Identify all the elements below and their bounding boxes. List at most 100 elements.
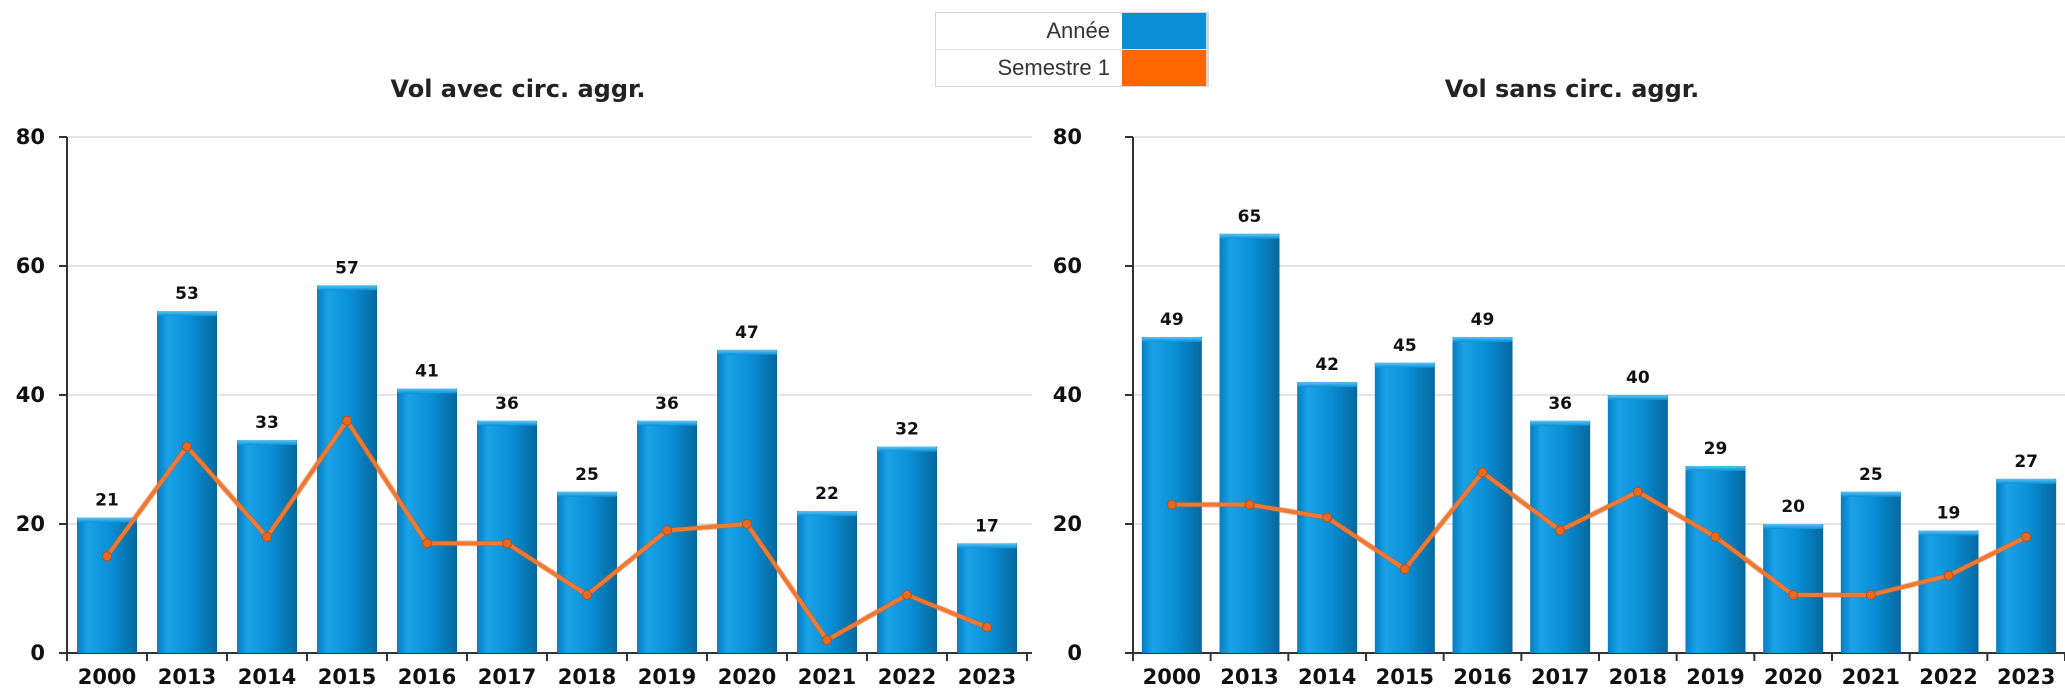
line-point[interactable] [822, 635, 832, 646]
bar-cap [1452, 336, 1513, 342]
y-tick-label: 0 [30, 641, 45, 665]
bar-2015[interactable] [317, 285, 377, 653]
bar-2017[interactable] [1530, 420, 1591, 653]
bar-2020[interactable] [717, 349, 777, 653]
line-series-semestre-1[interactable] [105, 418, 988, 643]
y-tick-label: 60 [16, 254, 45, 278]
line-point[interactable] [1632, 486, 1643, 497]
line-point[interactable] [342, 415, 352, 426]
line-point[interactable] [262, 531, 272, 542]
y-tick-label: 40 [16, 383, 45, 407]
line-point[interactable] [1788, 589, 1799, 600]
bar-2017[interactable] [477, 420, 537, 653]
bar-2018[interactable] [1607, 395, 1668, 653]
bar-cap [957, 543, 1017, 549]
bar-2014[interactable] [237, 440, 297, 653]
y-tick-label: 0 [1067, 641, 1082, 665]
y-tick-label: 20 [1053, 512, 1082, 536]
x-tick-label: 2023 [1997, 665, 2055, 689]
x-tick-label: 2023 [958, 665, 1016, 689]
bar-2023[interactable] [1996, 478, 2057, 653]
bar-cap [557, 491, 617, 497]
line-point[interactable] [502, 538, 512, 549]
bar-2023[interactable] [957, 543, 1017, 653]
bar-2013[interactable] [157, 311, 217, 653]
legend-item-semestre-1[interactable]: Semestre 1 [936, 50, 1208, 86]
bar-cap [717, 349, 777, 355]
line-point[interactable] [742, 519, 752, 529]
x-tick-label: 2013 [1220, 665, 1278, 689]
chart-title: Vol avec circ. aggr. [390, 75, 645, 103]
line-point[interactable] [1555, 525, 1566, 536]
y-tick-label: 80 [16, 125, 45, 149]
bar-2022[interactable] [877, 446, 937, 653]
bar-value-label: 25 [1859, 465, 1883, 485]
bar-cap [1763, 524, 1824, 529]
bar-2000[interactable] [1141, 336, 1202, 653]
line-point[interactable] [1865, 589, 1876, 600]
x-tick-label: 2020 [1764, 665, 1822, 689]
bar-2021[interactable] [1840, 491, 1901, 653]
bar-2018[interactable] [557, 491, 617, 653]
line-point[interactable] [1710, 531, 1721, 542]
bar-cap [1607, 395, 1668, 400]
x-tick-label: 2019 [638, 665, 696, 689]
bar-cap [1374, 362, 1435, 368]
bar-cap [1918, 530, 1979, 536]
line-point[interactable] [182, 441, 192, 452]
line-point[interactable] [902, 589, 912, 600]
bar-cap [637, 420, 697, 426]
bar-value-label: 45 [1393, 336, 1417, 356]
line-point[interactable] [102, 551, 112, 562]
bar-value-label: 42 [1315, 355, 1339, 375]
bar-value-label: 21 [95, 491, 119, 511]
line-point[interactable] [662, 525, 672, 536]
line-series-semestre-1[interactable] [1171, 470, 2028, 597]
legend-item-annee[interactable]: Année [936, 13, 1208, 50]
line-point[interactable] [422, 538, 432, 549]
bar-value-label: 33 [255, 413, 279, 433]
x-tick-label: 2014 [1298, 665, 1356, 689]
bar-2015[interactable] [1374, 362, 1435, 653]
line-point[interactable] [982, 622, 992, 633]
bar-2000[interactable] [77, 517, 137, 653]
bar-2013[interactable] [1219, 233, 1280, 653]
bar-value-label: 20 [1781, 497, 1805, 517]
bar-value-label: 49 [1471, 310, 1495, 330]
bar-2021[interactable] [797, 511, 857, 653]
x-tick-label: 2022 [878, 665, 936, 689]
line-point[interactable] [1943, 570, 1954, 581]
bar-2020[interactable] [1763, 524, 1824, 653]
y-tick-label: 60 [1053, 254, 1082, 278]
bar-value-label: 36 [1548, 394, 1572, 414]
x-tick-label: 2000 [1143, 665, 1201, 689]
y-tick-label: 80 [1053, 125, 1082, 149]
x-tick-label: 2015 [318, 665, 376, 689]
legend-swatch-annee [1122, 13, 1208, 49]
bar-2022[interactable] [1918, 530, 1979, 653]
bar-2019[interactable] [637, 420, 697, 653]
bar-value-label: 22 [815, 484, 839, 504]
bar-value-label: 25 [575, 465, 599, 485]
line-point[interactable] [1166, 499, 1177, 510]
line-point[interactable] [1244, 499, 1255, 510]
line-point[interactable] [2021, 531, 2032, 542]
bar-value-label: 41 [415, 362, 439, 382]
bar-2019[interactable] [1685, 465, 1746, 653]
legend: Année Semestre 1 [935, 12, 1209, 87]
bar-2016[interactable] [397, 388, 457, 653]
line-point[interactable] [582, 589, 592, 600]
x-tick-label: 2017 [1531, 665, 1589, 689]
line-point[interactable] [1322, 512, 1333, 523]
x-tick-label: 2016 [1453, 665, 1511, 689]
bar-value-label: 19 [1937, 503, 1961, 523]
line-point[interactable] [1399, 564, 1410, 575]
chart-title: Vol sans circ. aggr. [1445, 75, 1700, 103]
chart-svg: Vol avec circ. aggr. 0 20 40 60 80 21 53 33 57 41… [16, 75, 1032, 689]
bar-cap [1141, 336, 1202, 342]
x-tick-label: 2014 [238, 665, 296, 689]
line-point[interactable] [1477, 467, 1488, 478]
chart-svg: Vol sans circ. aggr. 0 20 40 60 80 49 65 42 45 49… [1053, 75, 2065, 689]
bar-value-label: 40 [1626, 368, 1650, 388]
bar-value-label: 29 [1704, 439, 1728, 459]
